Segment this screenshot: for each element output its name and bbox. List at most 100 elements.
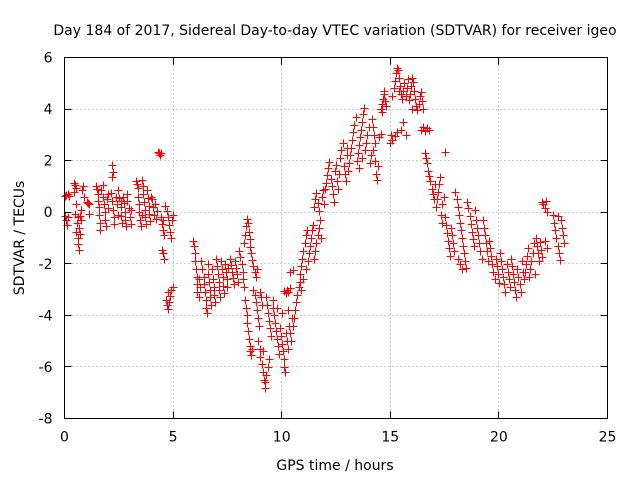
data-point [245,335,254,344]
data-point [286,329,295,338]
data-point [432,203,441,212]
data-point [393,64,402,73]
data-point [243,311,252,320]
data-point [379,95,388,104]
data-point [281,368,290,377]
data-point [244,327,253,336]
data-point [513,265,522,274]
data-point [202,304,211,313]
data-point [256,288,265,297]
data-point [72,200,81,209]
data-point [108,197,117,206]
data-point [511,286,520,295]
y-tick-label: -6 [39,360,53,376]
data-point [297,262,306,271]
data-point [243,319,252,328]
data-point [212,255,221,264]
data-point [94,197,103,206]
data-point [233,270,242,279]
x-tick-label: 5 [169,430,178,446]
data-point [388,92,397,101]
data-point [284,306,293,315]
data-point [143,186,152,195]
data-point [402,131,411,140]
data-point [191,249,200,258]
data-point [253,306,262,315]
data-point [422,154,431,163]
data-point [240,239,249,248]
data-point [204,270,213,279]
data-point [265,317,274,326]
data-point [146,217,155,226]
data-point [360,104,369,113]
data-point [523,252,532,261]
data-point [493,262,502,271]
data-point [404,75,413,84]
data-point [417,88,426,97]
data-point [506,283,515,292]
data-point [368,115,377,124]
data-point [369,123,378,132]
data-point [447,224,456,233]
data-point [246,235,255,244]
data-point [109,168,118,177]
data-point [77,206,86,215]
y-tick-label: 2 [44,154,53,170]
data-point [510,278,519,287]
data-point [99,181,108,190]
data-point [377,130,386,139]
data-point [349,128,358,137]
data-point [358,154,367,163]
data-point [509,270,518,279]
data-point [472,216,481,225]
data-point [289,266,298,275]
data-point [126,213,135,222]
data-point [236,253,245,262]
data-point [485,237,494,246]
data-point [195,293,204,302]
data-point [70,179,79,188]
data-point [543,244,552,253]
data-point [542,197,551,206]
data-point [323,171,332,180]
data-point [337,146,346,155]
data-point [495,279,504,288]
data-point [346,151,355,160]
data-point [284,345,293,354]
data-point [286,284,295,293]
data-point [371,139,380,148]
data-point [121,208,130,217]
data-point [554,212,563,221]
data-point [243,215,252,224]
data-point [442,221,451,230]
data-point [496,249,505,258]
data-point [556,256,565,265]
data-point [543,208,552,217]
data-point [135,200,144,209]
data-point [110,213,119,222]
data-point [293,291,302,300]
data-point [454,255,463,264]
data-point [359,110,368,119]
data-point [526,265,535,274]
data-point [498,265,507,274]
data-point [505,275,514,284]
data-point [139,190,148,199]
data-point [189,237,198,246]
data-point [467,220,476,229]
data-point [147,193,156,202]
data-point [239,275,248,284]
data-point [137,222,146,231]
data-point [164,305,173,314]
data-point [354,149,363,158]
data-point [76,230,85,239]
data-point [554,242,563,251]
data-point [352,113,361,122]
data-point [101,216,110,225]
data-point [278,309,287,318]
data-point [254,337,263,346]
data-point [461,257,470,266]
y-axis-label: SDTVAR / TECUs [12,181,28,296]
